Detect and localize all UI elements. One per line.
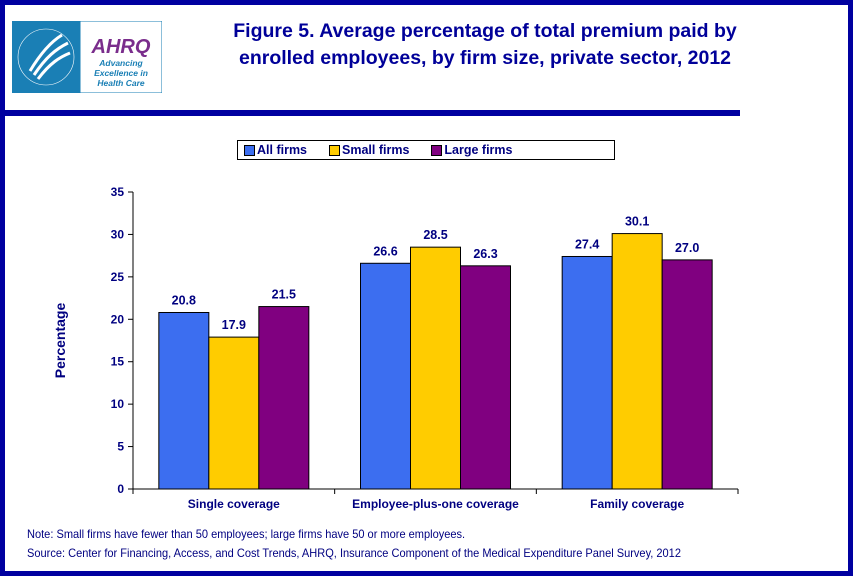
bar — [410, 246, 461, 490]
data-label: 28.5 — [423, 228, 447, 242]
header-divider — [5, 110, 740, 116]
x-tick-label: Single coverage — [188, 497, 280, 511]
data-label: 30.1 — [625, 215, 649, 229]
y-tick-label: 10 — [111, 397, 125, 411]
y-tick-label: 20 — [111, 312, 125, 326]
plot-area: 0 5 10 15 20 25 30 35 Percentage Single coverage 2… — [52, 185, 739, 511]
y-tick-label: 25 — [111, 270, 125, 284]
y-axis-label: Percentage — [52, 303, 68, 379]
legend-item-all: All firms — [244, 143, 307, 157]
data-label: 26.3 — [473, 247, 497, 261]
ahrq-logo: AHRQ Advancing Excellence in Health Care — [12, 21, 162, 93]
legend-swatch — [431, 144, 443, 156]
bar — [661, 259, 713, 490]
x-tick-label: Family coverage — [590, 497, 684, 511]
y-tick-label: 30 — [111, 227, 125, 241]
chart-title: Figure 5. Average percentage of total pr… — [233, 20, 737, 69]
y-tick-label: 0 — [117, 482, 124, 496]
legend-label: All firms — [257, 143, 308, 157]
legend-swatch — [329, 144, 341, 156]
legend-swatch — [244, 144, 255, 156]
bar — [360, 262, 411, 490]
legend-item-large: Large firms — [431, 143, 513, 157]
legend-item-small: Small firms — [329, 143, 409, 157]
legend-label: Small firms — [342, 143, 410, 157]
x-tick-label: Employee-plus-one coverage — [352, 497, 519, 511]
svg-text:Health Care: Health Care — [97, 78, 145, 88]
y-tick-label: 35 — [111, 185, 125, 199]
legend: All firms Small firms Large firms — [237, 140, 615, 160]
bar — [258, 306, 310, 490]
svg-text:Advancing: Advancing — [98, 58, 143, 68]
svg-text:AHRQ: AHRQ — [91, 36, 151, 58]
bar — [208, 336, 260, 490]
data-label: 27.0 — [675, 241, 699, 255]
y-tick-label: 5 — [117, 440, 124, 454]
data-label: 20.8 — [172, 293, 196, 307]
svg-text:Excellence in: Excellence in — [94, 68, 148, 78]
data-label: 26.6 — [373, 244, 397, 258]
bar — [561, 255, 613, 490]
bar — [460, 265, 511, 490]
source-note: Source: Center for Financing, Access, an… — [27, 546, 681, 560]
y-tick-label: 15 — [111, 355, 125, 369]
data-label: 21.5 — [272, 288, 296, 302]
bar — [158, 311, 210, 490]
footnote: Note: Small firms have fewer than 50 emp… — [27, 527, 466, 541]
bar — [611, 233, 663, 490]
legend-label: Large firms — [444, 143, 513, 157]
data-label: 17.9 — [222, 318, 246, 332]
data-label: 27.4 — [575, 237, 599, 251]
